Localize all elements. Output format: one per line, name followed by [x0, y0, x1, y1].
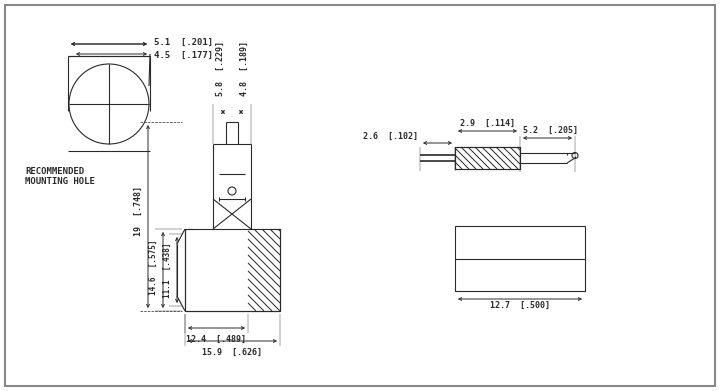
Text: RECOMMENDED: RECOMMENDED	[25, 167, 84, 176]
Text: 11.1  [.438]: 11.1 [.438]	[163, 242, 171, 298]
Text: 14.6  [.575]: 14.6 [.575]	[148, 239, 158, 295]
Bar	[455, 147, 520, 169]
Text: 2.6  [.102]: 2.6 [.102]	[363, 132, 418, 141]
Text: 19  [.748]: 19 [.748]	[133, 187, 143, 237]
Text: MOUNTING HOLE: MOUNTING HOLE	[25, 176, 95, 185]
Text: 5.8  [.229]: 5.8 [.229]	[215, 41, 225, 96]
Bar	[455, 226, 585, 291]
Text: 12.4  [.489]: 12.4 [.489]	[186, 335, 246, 344]
Bar	[455, 147, 520, 169]
Text: 15.9  [.626]: 15.9 [.626]	[202, 348, 263, 357]
Text: 5.1  [.201]: 5.1 [.201]	[154, 38, 213, 47]
Text: 4.8  [.189]: 4.8 [.189]	[240, 41, 248, 96]
Text: 4.5  [.177]: 4.5 [.177]	[154, 50, 213, 59]
Text: 12.7  [.500]: 12.7 [.500]	[490, 301, 550, 310]
Text: 2.9  [.114]: 2.9 [.114]	[460, 119, 515, 128]
Text: 5.2  [.205]: 5.2 [.205]	[523, 126, 578, 135]
Bar	[185, 229, 280, 311]
